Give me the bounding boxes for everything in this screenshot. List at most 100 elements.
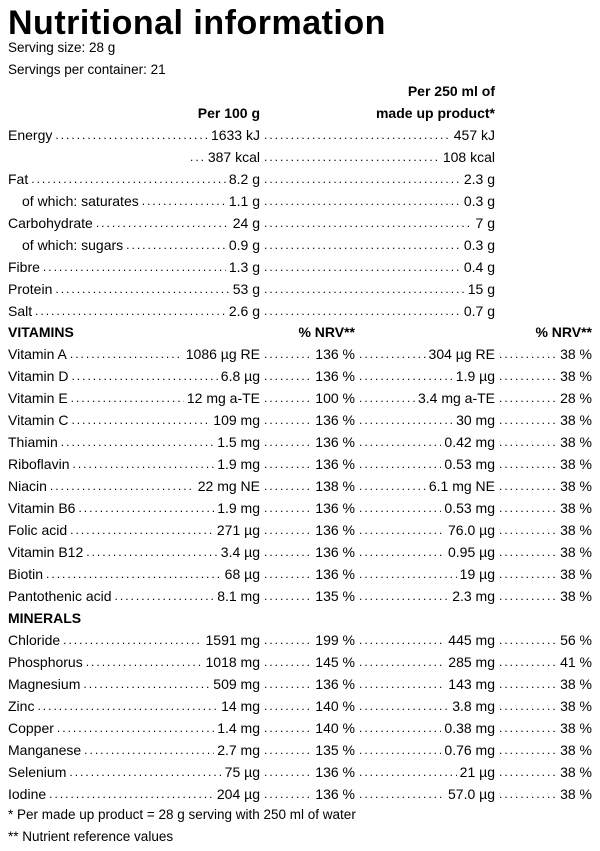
dot-leader: ........................................…	[264, 765, 313, 779]
value-per250: 30 mg	[456, 412, 495, 428]
nutrient-name: of which: saturates	[22, 193, 139, 209]
nutrient-row: Phosphorus 1018 mg 285 mg 145 % 41 %........…	[0, 651, 600, 673]
dot-leader: ........................................…	[49, 787, 214, 801]
value-per250: 0.53 mg	[444, 500, 495, 516]
value-per100: 12 mg a-TE	[186, 390, 260, 406]
nutrient-row: Vitamin B6 1.9 mg 0.53 mg 136 % 38 %........…	[0, 497, 600, 519]
value-per100: 24 g	[232, 215, 260, 231]
dot-leader: ........................................…	[86, 545, 218, 559]
page-title: Nutritional information	[8, 4, 386, 42]
dot-leader: ........................................…	[359, 501, 441, 515]
dot-leader: ........................................…	[499, 457, 557, 471]
value-per250: 0.38 mg	[444, 720, 495, 736]
dot-leader: ........................................…	[264, 479, 313, 493]
header-nrv-per250: % NRV**	[535, 324, 592, 340]
header-per100: Per 100 g	[197, 105, 260, 121]
nrv-per250: 38 %	[560, 764, 592, 780]
nutrient-row: Vitamin E 12 mg a-TE 3.4 mg a-TE 100 % 28 %.…	[0, 387, 600, 409]
nutrient-name: Vitamin B12	[8, 544, 84, 560]
nrv-per250: 38 %	[560, 588, 592, 604]
dot-leader: ........................................…	[499, 523, 557, 537]
nutrient-name: Fat	[8, 171, 29, 187]
value-per250: 1.9 µg	[455, 368, 495, 384]
value-per250: 0.3 g	[463, 193, 495, 209]
dot-leader: ........................................…	[69, 765, 221, 779]
nrv-per100: 136 %	[315, 566, 355, 582]
nutrient-row: Fibre 1.3 g 0.4 g.........................…	[0, 256, 600, 278]
dot-leader: ........................................…	[499, 677, 557, 691]
dot-leader: ........................................…	[359, 457, 441, 471]
value-per100: 68 µg	[224, 566, 260, 582]
nrv-per250: 38 %	[560, 522, 592, 538]
dot-leader: ........................................…	[359, 787, 445, 801]
dot-leader: ........................................…	[499, 391, 557, 405]
nrv-per250: 38 %	[560, 676, 592, 692]
value-per250: 0.3 g	[463, 237, 495, 253]
dot-leader: ........................................…	[114, 589, 215, 603]
dot-leader: ........................................…	[264, 787, 313, 801]
dot-leader: ........................................…	[264, 589, 313, 603]
minerals-heading: MINERALS	[8, 610, 82, 626]
nutrient-name: Thiamin	[8, 434, 58, 450]
nrv-per250: 38 %	[560, 566, 592, 582]
dot-leader: ........................................…	[359, 655, 445, 669]
dot-leader: ........................................…	[359, 677, 445, 691]
value-per250: 0.53 mg	[444, 456, 495, 472]
nutrient-row: Vitamin C 109 mg 30 mg 136 % 38 %...........…	[0, 409, 600, 431]
nrv-per250: 38 %	[560, 698, 592, 714]
nutrient-name: Vitamin C	[8, 412, 69, 428]
value-per100: 8.2 g	[228, 171, 260, 187]
nutrient-row: Niacin 22 mg NE 6.1 mg NE 138 % 38 %........…	[0, 475, 600, 497]
nutrient-name: Pantothenic acid	[8, 588, 112, 604]
dot-leader: ........................................…	[264, 633, 313, 647]
nutrient-row: Pantothenic acid 8.1 mg 2.3 mg 135 % 38 %...…	[0, 585, 600, 607]
dot-leader: ........................................…	[264, 216, 473, 230]
value-per250: 3.4 mg a-TE	[417, 390, 495, 406]
nutrient-row: Iodine 204 µg 57.0 µg 136 % 38 %............…	[0, 783, 600, 805]
value-per100: 6.8 µg	[220, 368, 260, 384]
nutrient-name: Vitamin D	[8, 368, 69, 384]
dot-leader: ........................................…	[70, 391, 184, 405]
dot-leader: ........................................…	[72, 457, 214, 471]
nutrient-row: Vitamin D 6.8 µg 1.9 µg 136 % 38 %..........…	[0, 365, 600, 387]
value-per100: 3.4 µg	[220, 544, 260, 560]
dot-leader: ........................................…	[499, 633, 557, 647]
dot-leader: ........................................…	[71, 369, 217, 383]
value-per100: 204 µg	[216, 786, 260, 802]
nutrient-name: Biotin	[8, 566, 44, 582]
dot-leader: ........................................…	[78, 501, 214, 515]
nutrient-row: Selenium 75 µg 21 µg 136 % 38 %.............…	[0, 761, 600, 783]
serving-size: Serving size: 28 g	[8, 40, 116, 55]
nrv-per250: 38 %	[560, 500, 592, 516]
nrv-per250: 56 %	[560, 632, 592, 648]
nutrient-row: of which: sugars 0.9 g 0.3 g..............…	[0, 234, 600, 256]
nutrient-row: Vitamin A 1086 µg RE 304 µg RE 136 % 38 %...…	[0, 343, 600, 365]
nrv-per100: 136 %	[315, 764, 355, 780]
dot-leader: ........................................…	[499, 567, 557, 581]
nrv-per250: 28 %	[560, 390, 592, 406]
nutrient-row: 387 kcal 108 kcal........................…	[0, 146, 600, 168]
value-per250: 0.42 mg	[444, 434, 495, 450]
dot-leader: ........................................…	[83, 677, 210, 691]
nutrient-name: Manganese	[8, 742, 82, 758]
value-per250: 2.3 mg	[452, 588, 495, 604]
value-per250: 57.0 µg	[448, 786, 495, 802]
nrv-per100: 138 %	[315, 478, 355, 494]
nrv-per100: 140 %	[315, 698, 355, 714]
nrv-per100: 135 %	[315, 588, 355, 604]
dot-leader: ........................................…	[499, 743, 557, 757]
nrv-per250: 38 %	[560, 478, 592, 494]
nutrient-name: Fibre	[8, 259, 40, 275]
nrv-per250: 38 %	[560, 456, 592, 472]
dot-leader: ........................................…	[499, 787, 557, 801]
nutrient-name: Magnesium	[8, 676, 81, 692]
value-per100: 271 µg	[216, 522, 260, 538]
dot-leader: ........................................…	[499, 545, 557, 559]
value-per100: 1.9 mg	[217, 500, 260, 516]
dot-leader: ........................................…	[37, 699, 218, 713]
dot-leader: ........................................…	[499, 589, 557, 603]
nutrient-row: Copper 1.4 mg 0.38 mg 140 % 38 %............…	[0, 717, 600, 739]
nutrient-row: Vitamin B12 3.4 µg 0.95 µg 136 % 38 %.......…	[0, 541, 600, 563]
dot-leader: ........................................…	[46, 567, 222, 581]
header-per250-line1: Per 250 ml of	[407, 83, 495, 99]
